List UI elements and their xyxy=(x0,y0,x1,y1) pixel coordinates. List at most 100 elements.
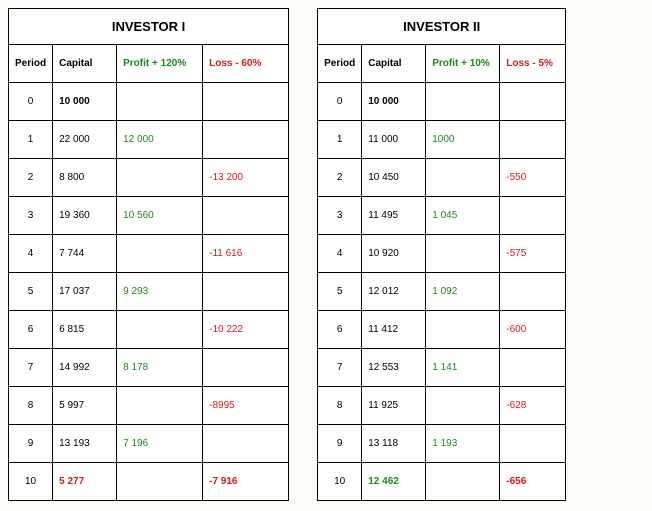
cell-period: 3 xyxy=(318,197,362,235)
cell-period: 5 xyxy=(9,273,53,311)
cell-period: 10 xyxy=(9,463,53,501)
table-row: 311 4951 045 xyxy=(318,197,566,235)
cell-loss xyxy=(203,83,289,121)
cell-period: 3 xyxy=(9,197,53,235)
cell-capital: 5 277 xyxy=(53,463,117,501)
table-row: 85 997 -8995 xyxy=(9,387,289,425)
cell-capital: 17 037 xyxy=(53,273,117,311)
cell-profit: 12 000 xyxy=(117,121,203,159)
cell-period: 0 xyxy=(9,83,53,121)
cell-profit xyxy=(117,387,203,425)
cell-capital: 8 800 xyxy=(53,159,117,197)
cell-profit xyxy=(117,83,203,121)
cell-period: 2 xyxy=(9,159,53,197)
table-row: 111 0001000 xyxy=(318,121,566,159)
cell-capital: 22 000 xyxy=(53,121,117,159)
cell-profit: 1000 xyxy=(426,121,500,159)
cell-loss xyxy=(203,197,289,235)
cell-loss xyxy=(203,121,289,159)
table-row: 47 744-11 616 xyxy=(9,235,289,273)
cell-loss xyxy=(500,425,566,463)
table-row: 714 9928 178 xyxy=(9,349,289,387)
cell-profit: 1 092 xyxy=(426,273,500,311)
cell-loss: -11 616 xyxy=(203,235,289,273)
table-row: 512 0121 092 xyxy=(318,273,566,311)
cell-loss: -628 xyxy=(500,387,566,425)
cell-capital: 12 012 xyxy=(362,273,426,311)
cell-period: 4 xyxy=(9,235,53,273)
cell-loss: -7 916 xyxy=(203,463,289,501)
cell-profit xyxy=(117,463,203,501)
cell-profit: 1 193 xyxy=(426,425,500,463)
cell-profit xyxy=(426,159,500,197)
cell-profit: 9 293 xyxy=(117,273,203,311)
cell-loss xyxy=(500,197,566,235)
cell-period: 5 xyxy=(318,273,362,311)
cell-period: 8 xyxy=(318,387,362,425)
table-row: 122 00012 000 xyxy=(9,121,289,159)
cell-capital: 11 412 xyxy=(362,311,426,349)
cell-loss xyxy=(500,349,566,387)
cell-capital: 10 000 xyxy=(53,83,117,121)
cell-period: 7 xyxy=(9,349,53,387)
col-period: Period xyxy=(9,45,53,83)
cell-loss: -600 xyxy=(500,311,566,349)
table-row: 517 0379 293 xyxy=(9,273,289,311)
cell-period: 9 xyxy=(9,425,53,463)
cell-capital: 5 997 xyxy=(53,387,117,425)
table-row: 28 800-13 200 xyxy=(9,159,289,197)
cell-loss: -575 xyxy=(500,235,566,273)
cell-capital: 12 553 xyxy=(362,349,426,387)
table-row: 913 1937 196 xyxy=(9,425,289,463)
cell-loss: -10 222 xyxy=(203,311,289,349)
investor-1-title: INVESTOR I xyxy=(9,9,289,45)
cell-loss xyxy=(203,349,289,387)
table-row: 210 450 -550 xyxy=(318,159,566,197)
col-profit: Profit + 10% xyxy=(426,45,500,83)
cell-capital: 6 815 xyxy=(53,311,117,349)
table-row: 811 925-628 xyxy=(318,387,566,425)
header-row: Period Capital Profit + 10% Loss - 5% xyxy=(318,45,566,83)
table-row: 010 000 xyxy=(9,83,289,121)
cell-loss xyxy=(500,83,566,121)
cell-period: 1 xyxy=(318,121,362,159)
cell-loss xyxy=(500,273,566,311)
cell-profit: 1 045 xyxy=(426,197,500,235)
cell-capital: 10 920 xyxy=(362,235,426,273)
col-profit: Profit + 120% xyxy=(117,45,203,83)
cell-profit: 7 196 xyxy=(117,425,203,463)
cell-loss xyxy=(203,273,289,311)
cell-profit: 10 560 xyxy=(117,197,203,235)
cell-period: 10 xyxy=(318,463,362,501)
col-loss: Loss - 5% xyxy=(500,45,566,83)
table-row: 66 815 -10 222 xyxy=(9,311,289,349)
cell-profit xyxy=(117,235,203,273)
table-row: 010 000 xyxy=(318,83,566,121)
cell-profit xyxy=(426,83,500,121)
cell-capital: 10 000 xyxy=(362,83,426,121)
cell-period: 0 xyxy=(318,83,362,121)
cell-capital: 19 360 xyxy=(53,197,117,235)
cell-period: 7 xyxy=(318,349,362,387)
cell-period: 2 xyxy=(318,159,362,197)
cell-profit xyxy=(426,463,500,501)
cell-loss: -656 xyxy=(500,463,566,501)
investor-2-title: INVESTOR II xyxy=(318,9,566,45)
cell-profit: 8 178 xyxy=(117,349,203,387)
table-row: 913 1181 193 xyxy=(318,425,566,463)
cell-loss: -8995 xyxy=(203,387,289,425)
cell-capital: 14 992 xyxy=(53,349,117,387)
cell-period: 6 xyxy=(9,311,53,349)
cell-capital: 13 118 xyxy=(362,425,426,463)
cell-capital: 10 450 xyxy=(362,159,426,197)
cell-loss: -550 xyxy=(500,159,566,197)
cell-capital: 11 000 xyxy=(362,121,426,159)
investor-1-table: INVESTOR I Period Capital Profit + 120% … xyxy=(8,8,289,501)
cell-period: 1 xyxy=(9,121,53,159)
cell-period: 8 xyxy=(9,387,53,425)
table-row: 319 36010 560 xyxy=(9,197,289,235)
header-row: Period Capital Profit + 120% Loss - 60% xyxy=(9,45,289,83)
tables-container: INVESTOR I Period Capital Profit + 120% … xyxy=(8,8,644,501)
investor-2-table: INVESTOR II Period Capital Profit + 10% … xyxy=(317,8,566,501)
table-row: 105 277 -7 916 xyxy=(9,463,289,501)
